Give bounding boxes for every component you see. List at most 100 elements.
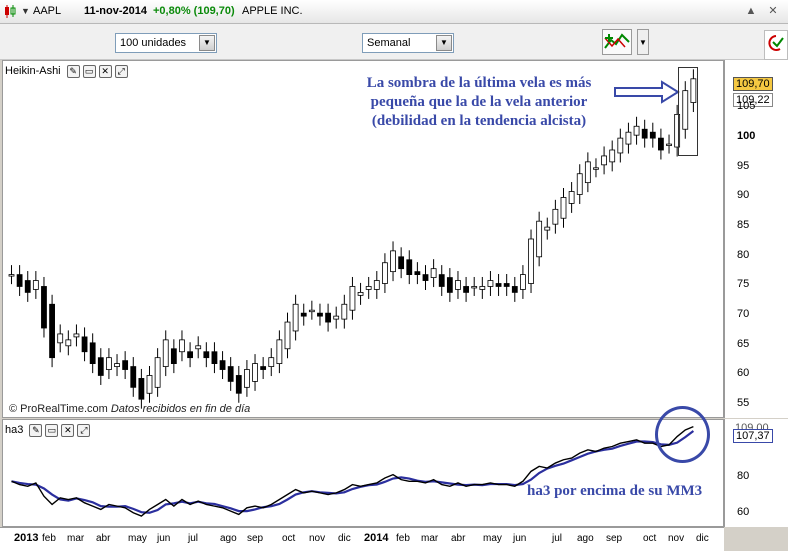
price-tick: 100 [737,130,756,143]
titlebar: ▼ AAPL 11-nov-2014 +0,80% (109,70) APPLE… [0,0,788,24]
candle-down [260,366,267,370]
tool-dropdown-arrow-icon[interactable]: ▼ [637,29,649,55]
footer-note: © ProRealTime.com Datos recibidos en fin… [9,403,250,415]
close-button[interactable]: ✕ [768,5,778,17]
annotation-line: La sombra de la última vela es más [366,75,592,91]
candle-up [552,208,559,225]
maximize-button[interactable]: ▲ [745,5,757,17]
brand-label: © ProRealTime.com [9,403,108,415]
candle-up [195,345,202,350]
axis-label: dic [696,533,709,544]
price-tick: 55 [737,397,750,410]
candle-down [16,274,23,287]
candle-up [625,131,632,145]
axis-label: jul [552,533,563,544]
close-icon[interactable]: ✕ [61,423,75,437]
candle-up [57,333,64,344]
candle-up [674,114,681,148]
annotation-line: pequeña que la de la vela anterior [370,94,588,110]
axis-label: sep [247,533,264,544]
candle-up [146,375,153,394]
axis-label: sep [606,533,623,544]
candle-up [609,149,616,163]
candle-down [406,259,413,275]
candle-down [203,351,210,359]
candle-up [162,339,169,367]
axis-label: ago [577,533,594,544]
candle-up [544,226,551,231]
axis-label: feb [396,533,410,544]
price-tick: 85 [737,219,750,232]
candle-up [252,363,258,382]
candle-down [641,128,648,139]
candle-up [584,161,591,184]
candle-down [41,286,47,329]
price-tick: 90 [737,189,750,202]
window-icon[interactable]: ▭ [82,64,96,78]
candle-down [187,351,193,359]
axis-label: jun [513,533,527,544]
date-label: 11-nov-2014 [84,5,147,17]
close-icon[interactable]: ✕ [98,64,112,78]
candle-down [300,312,307,317]
indicator-tick: 60 [737,506,750,518]
axis-label: 2014 [364,532,389,544]
candle-down [138,378,145,400]
candle-down [219,360,226,370]
last-price-box: 109,70 [733,77,773,91]
candle-down [503,283,510,287]
candle-up [455,280,461,290]
wrench-icon[interactable]: ✎ [29,423,43,437]
price-tick: 70 [737,308,750,321]
units-select[interactable]: 100 unidades ▼ [115,33,217,53]
window-icon[interactable]: ▭ [45,423,59,437]
candle-down [325,312,331,323]
candle-up [601,155,607,166]
candle-up [114,363,120,367]
expand-icon[interactable]: ⤢ [77,423,91,437]
price-tick: 80 [737,248,750,261]
axis-label: may [483,533,502,544]
candle-up [349,286,356,311]
symbol-label[interactable]: AAPL [33,5,62,17]
second-price-box: 109,22 [733,93,773,107]
axis-label: abr [451,533,466,544]
candle-up [106,357,112,370]
period-select[interactable]: Semanal ▼ [362,33,454,53]
indicator-panel[interactable]: ha3 ✎ ▭ ✕ ⤢ [2,419,724,527]
chevron-down-icon[interactable]: ▼ [436,35,452,51]
wrench-icon[interactable]: ✎ [66,64,80,78]
data-note: Datos recibidos en fin de día [110,403,251,415]
indicator-annotation: ha3 por encima de su MM3 [527,483,703,499]
candle-up [528,238,534,284]
axis-label: jul [188,533,199,544]
candle-up [333,315,340,320]
candle-up [8,274,15,277]
price-tick: 65 [737,337,750,350]
chart-tool-icon [604,33,630,49]
price-scale[interactable]: 109,70 109,22 105 100 95 90 85 80 75 70 65 60 55 [724,60,788,418]
indicator-chart [11,425,695,517]
indicator-tick: 80 [737,470,750,482]
chevron-down-icon[interactable]: ▼ [199,35,215,51]
price-tick: 105 [737,100,756,113]
price-chart-panel[interactable]: Heikin-Ashi ✎ ▭ ✕ ⤢ © ProRealTime.com Da… [2,60,724,418]
side-panel-icon[interactable] [764,30,788,60]
candle-down [89,342,96,365]
candle-up [32,280,39,290]
indicator-panel-header: ha3 ✎ ▭ ✕ ⤢ [5,422,91,438]
candle-up [682,90,689,130]
candle-up [154,357,161,388]
candle-down [649,131,656,139]
candle-down [81,336,88,353]
candle-up [666,143,672,146]
symbol-menu-arrow-icon[interactable]: ▼ [21,6,30,16]
expand-icon[interactable]: ⤢ [114,64,128,78]
candle-down [317,312,323,317]
candle-down [511,286,518,293]
indicator-tool-button[interactable] [602,29,632,55]
axis-label: ago [220,533,237,544]
candle-up [568,191,575,204]
candle-up [308,309,315,313]
indicator-scale[interactable]: 109,00 107,37 80 60 [724,419,788,527]
